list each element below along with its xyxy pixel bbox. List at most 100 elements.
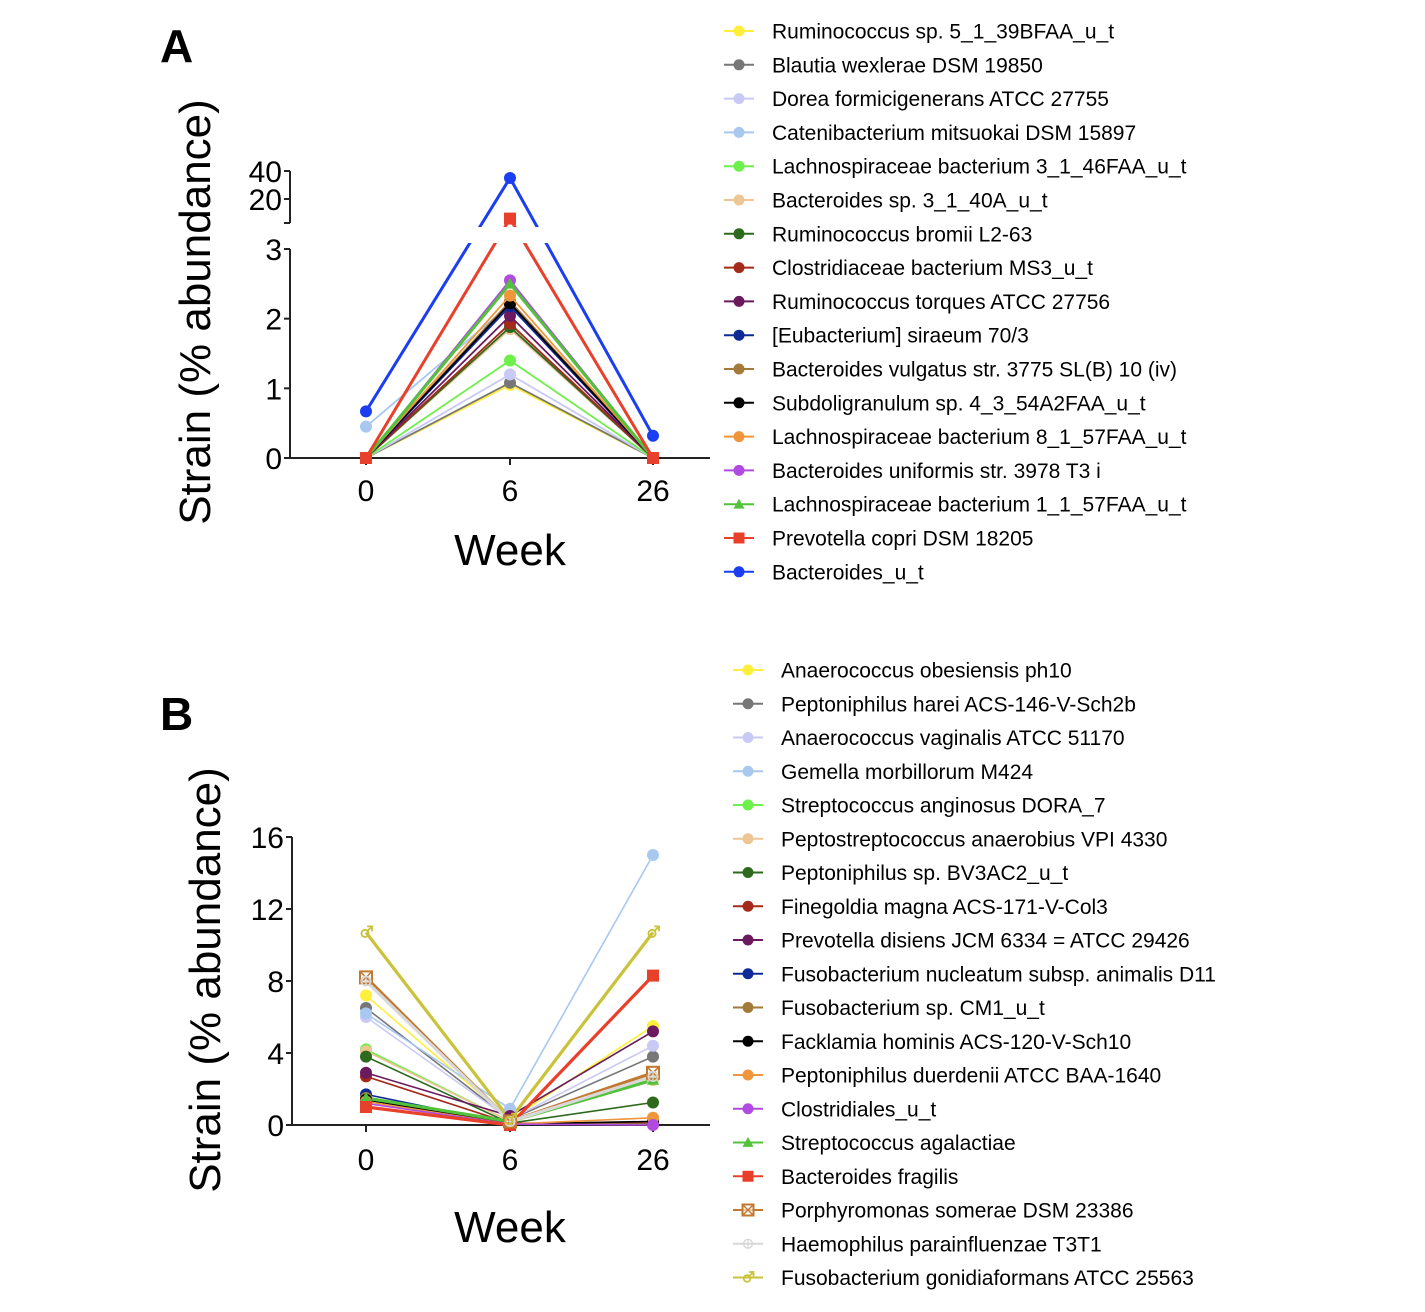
legend-label: Streptococcus anginosus DORA_7	[781, 795, 1106, 818]
data-point-b	[360, 1050, 372, 1063]
legend-label: Anaerococcus obesiensis ph10	[781, 660, 1072, 683]
legend-item-b: Bacteroides fragilis	[733, 1166, 958, 1189]
legend-marker-icon	[742, 765, 754, 777]
x-axis-title-a: Week	[454, 526, 567, 575]
legend-label: Lachnospiraceae bacterium 8_1_57FAA_u_t	[772, 426, 1187, 449]
legend-label: Ruminococcus torques ATCC 27756	[772, 291, 1110, 314]
legend-item-a: [Eubacterium] siraeum 70/3	[724, 325, 1029, 348]
y-tick-label-b: 0	[267, 1110, 284, 1143]
legend-label: Fusobacterium sp. CM1_u_t	[781, 997, 1045, 1020]
legend-label: Clostridiales_u_t	[781, 1098, 936, 1121]
x-axis-title-b: Week	[454, 1203, 567, 1252]
legend-label: Haemophilus parainfluenzae T3T1	[781, 1233, 1102, 1256]
legend-label: Porphyromonas somerae DSM 23386	[781, 1200, 1134, 1223]
legend-label: Subdoligranulum sp. 4_3_54A2FAA_u_t	[772, 392, 1146, 415]
y-tick-label-a: 20	[249, 184, 282, 217]
legend-item-a: Bacteroides uniformis str. 3978 T3 i	[724, 460, 1101, 483]
legend-marker-icon	[733, 397, 745, 409]
data-point-b	[647, 849, 659, 861]
y-tick-label-b: 4	[267, 1038, 284, 1071]
legend-label: Fusobacterium nucleatum subsp. animalis …	[781, 963, 1216, 986]
legend-item-a: Prevotella copri DSM 18205	[724, 528, 1033, 551]
legend-item-a: Clostridiaceae bacterium MS3_u_t	[724, 257, 1093, 280]
data-point-b	[647, 969, 659, 982]
legend-label: Peptoniphilus sp. BV3AC2_u_t	[781, 862, 1068, 885]
data-point-a	[504, 212, 516, 225]
data-point-a	[504, 376, 516, 389]
y-tick-label-a: 40	[249, 156, 282, 189]
legend-marker-icon	[742, 1271, 755, 1283]
data-point-b	[647, 925, 660, 938]
x-tick-label-b: 6	[502, 1144, 519, 1177]
legend-label: Lachnospiraceae bacterium 3_1_46FAA_u_t	[772, 156, 1187, 179]
legend-item-a: Bacteroides_u_t	[724, 561, 924, 584]
legend-marker-icon	[742, 968, 754, 980]
legend-marker-icon	[733, 228, 745, 240]
legend-label: Prevotella copri DSM 18205	[772, 528, 1033, 551]
legend-item-a: Bacteroides sp. 3_1_40A_u_t	[724, 190, 1048, 213]
data-point-a	[647, 429, 659, 442]
legend-label: Gemella morbillorum M424	[781, 761, 1033, 784]
data-point-b	[360, 925, 373, 938]
legend-marker-icon	[742, 900, 754, 912]
data-point-b	[647, 1050, 659, 1063]
legend-label: Dorea formicigenerans ATCC 27755	[772, 88, 1109, 111]
legend-item-a: Lachnospiraceae bacterium 3_1_46FAA_u_t	[724, 156, 1187, 179]
legend-marker-icon	[742, 698, 754, 710]
x-tick-label-a: 0	[358, 475, 375, 508]
series-a	[364, 215, 655, 459]
series-lines-a	[360, 172, 659, 464]
legend-label: Peptostreptococcus anaerobius VPI 4330	[781, 828, 1167, 851]
data-point-b	[360, 1066, 372, 1079]
data-point-a	[647, 452, 659, 464]
legend-item-b: Porphyromonas somerae DSM 23386	[733, 1200, 1134, 1223]
series-a	[365, 383, 654, 459]
legend-label: Bacteroides sp. 3_1_40A_u_t	[772, 190, 1048, 213]
x-tick-label-a: 6	[502, 475, 519, 508]
y-tick-label-a: 1	[265, 373, 282, 406]
legend-marker-icon	[742, 1238, 754, 1249]
legend-marker-icon	[741, 1203, 755, 1217]
data-point-a	[504, 172, 516, 184]
legend-item-a: Ruminococcus torques ATCC 27756	[724, 291, 1110, 314]
data-point-b	[647, 1039, 659, 1052]
legend-marker-icon	[742, 1170, 754, 1182]
legend-marker-icon	[742, 1103, 754, 1115]
legend-marker-icon	[733, 329, 745, 341]
legend-label: Bacteroides fragilis	[781, 1166, 958, 1189]
legend-label: [Eubacterium] siraeum 70/3	[772, 325, 1029, 348]
legend-item-a: Subdoligranulum sp. 4_3_54A2FAA_u_t	[724, 392, 1146, 415]
legend-item-a: Lachnospiraceae bacterium 8_1_57FAA_u_t	[724, 426, 1187, 449]
legend-item-a: Catenibacterium mitsuokai DSM 15897	[724, 122, 1136, 145]
legend-item-b: Anaerococcus obesiensis ph10	[733, 660, 1072, 683]
legend-marker-icon	[733, 532, 745, 544]
series-line-a	[364, 215, 655, 459]
y-tick-label-a: 0	[265, 443, 282, 476]
legend-marker-icon	[742, 1069, 754, 1081]
legend-label: Peptoniphilus harei ACS-146-V-Sch2b	[781, 693, 1136, 716]
legend-item-b: Peptoniphilus harei ACS-146-V-Sch2b	[733, 693, 1136, 716]
data-point-a	[504, 354, 516, 367]
legend-item-a: Ruminococcus bromii L2-63	[724, 223, 1032, 246]
legend-label: Prevotella disiens JCM 6334 = ATCC 29426	[781, 930, 1190, 953]
legend-marker-icon	[742, 833, 754, 845]
y-tick-label-a: 2	[265, 304, 282, 337]
legend-label: Fusobacterium gonidiaformans ATCC 25563	[781, 1267, 1194, 1290]
y-tick-label-b: 12	[251, 894, 284, 927]
legend-item-b: Haemophilus parainfluenzae T3T1	[733, 1233, 1102, 1256]
series-a	[365, 327, 654, 459]
legend-marker-icon	[742, 867, 754, 878]
series-lines-b	[359, 849, 660, 1131]
data-point-b	[647, 1070, 659, 1082]
data-point-a	[360, 420, 372, 433]
data-point-b	[647, 1096, 659, 1109]
series-line-b	[364, 976, 654, 1124]
legend-item-a: Blautia wexlerae DSM 19850	[724, 54, 1043, 77]
legend-marker-icon	[733, 126, 745, 138]
legend-item-b: Peptoniphilus sp. BV3AC2_u_t	[733, 862, 1068, 885]
panel-letter-a: A	[160, 20, 193, 72]
data-point-a	[504, 289, 516, 302]
legend-marker-icon	[733, 431, 745, 443]
